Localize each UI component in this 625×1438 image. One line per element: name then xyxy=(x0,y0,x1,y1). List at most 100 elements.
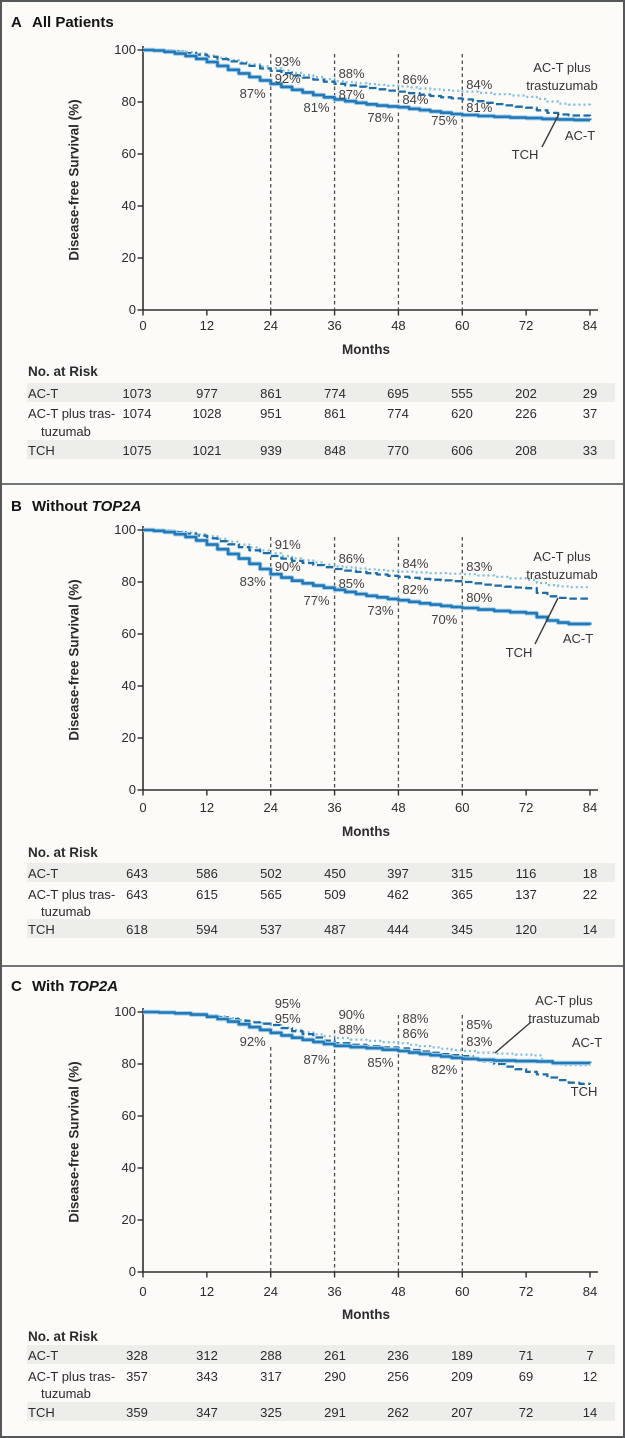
risk-value: 861 xyxy=(324,406,346,421)
legend-tch-label: TCH xyxy=(505,645,533,660)
y-tick-label: 20 xyxy=(121,730,136,745)
axis-lines xyxy=(142,1008,598,1273)
survival-annotation-36mo: 90% xyxy=(338,1007,365,1023)
risk-row-stripe xyxy=(27,1345,615,1364)
risk-value: 977 xyxy=(196,386,218,401)
risk-value: 345 xyxy=(451,922,473,937)
survival-annotation-36mo: 86% xyxy=(338,551,365,567)
risk-table-title: No. at Risk xyxy=(28,1329,98,1344)
survival-annotation-48mo: 88% xyxy=(402,1010,429,1026)
panel-title-gene: TOP2A xyxy=(91,498,142,515)
y-tick-label: 0 xyxy=(128,1264,136,1279)
panel-title-text: With xyxy=(32,978,65,995)
risk-value: 643 xyxy=(126,887,148,902)
y-tick-label: 80 xyxy=(121,574,136,589)
panel-letter: A xyxy=(11,14,22,31)
risk-value: 18 xyxy=(582,866,598,881)
survival-annotation-48mo: 86% xyxy=(402,1026,429,1042)
risk-value: 537 xyxy=(260,922,282,937)
risk-value: 1074 xyxy=(122,406,152,421)
risk-row-stripe xyxy=(27,383,615,402)
x-tick-label: 60 xyxy=(455,1284,470,1299)
survival-annotation-60mo: 70% xyxy=(431,611,458,627)
risk-value: 14 xyxy=(582,1405,598,1420)
panel-title-gene: TOP2A xyxy=(68,978,119,995)
legend-tch-label: TCH xyxy=(570,1084,598,1099)
risk-value: 1075 xyxy=(122,443,152,458)
survival-annotation-60mo: 85% xyxy=(466,1016,493,1032)
survival-annotation-36mo: 87% xyxy=(338,86,365,102)
risk-value: 695 xyxy=(387,386,409,401)
survival-annotation-36mo: 88% xyxy=(338,65,365,81)
survival-annotation-24mo: 83% xyxy=(239,573,266,589)
survival-annotation-24mo: 90% xyxy=(274,558,301,574)
risk-row-label: AC-T xyxy=(28,386,59,401)
y-tick-label: 100 xyxy=(114,522,136,537)
risk-value: 594 xyxy=(196,922,218,937)
survival-annotation-60mo: 83% xyxy=(466,558,493,574)
panel-divider xyxy=(2,965,623,967)
x-tick-label: 84 xyxy=(582,318,598,333)
x-tick-label: 24 xyxy=(263,318,278,333)
risk-value: 951 xyxy=(260,406,282,421)
survival-annotation-36mo: 87% xyxy=(303,1052,330,1068)
legend-act-label: AC-T xyxy=(571,1035,603,1050)
survival-annotation-60mo: 83% xyxy=(466,1034,493,1050)
legend-act-label: AC-T xyxy=(562,631,594,646)
risk-value: 226 xyxy=(515,406,537,421)
x-tick-label: 84 xyxy=(582,1284,598,1299)
x-tick-label: 0 xyxy=(139,1284,147,1299)
panel-letter: B xyxy=(11,498,22,515)
legend-tch-label: TCH xyxy=(511,147,539,162)
y-tick-label: 60 xyxy=(121,626,136,641)
risk-row-label: TCH xyxy=(28,922,55,937)
risk-row-label: AC-T plus tras- xyxy=(28,887,116,902)
risk-row-stripe xyxy=(27,440,615,459)
risk-value: 770 xyxy=(387,443,409,458)
x-axis-title: Months xyxy=(342,824,390,839)
x-tick-label: 72 xyxy=(518,318,534,333)
legend-trastuzumab-line2: trastuzumab xyxy=(528,1011,600,1026)
risk-table-title: No. at Risk xyxy=(28,364,98,379)
risk-value: 202 xyxy=(515,386,537,401)
panel-letter: C xyxy=(11,978,22,995)
risk-value: 317 xyxy=(260,1369,282,1384)
risk-value: 618 xyxy=(126,922,148,937)
y-axis-title: Disease-free Survival (%) xyxy=(66,579,82,741)
risk-value: 848 xyxy=(324,443,346,458)
risk-row-label: TCH xyxy=(28,1405,55,1420)
x-tick-label: 84 xyxy=(582,800,598,815)
risk-value: 606 xyxy=(451,443,473,458)
y-tick-label: 60 xyxy=(121,146,136,161)
survival-annotation-24mo: 95% xyxy=(274,995,301,1011)
risk-value: 236 xyxy=(387,1348,409,1363)
risk-value: 288 xyxy=(260,1348,282,1363)
risk-value: 120 xyxy=(515,922,537,937)
risk-value: 291 xyxy=(324,1405,346,1420)
survival-annotation-36mo: 77% xyxy=(303,593,330,609)
x-tick-label: 12 xyxy=(199,318,215,333)
y-axis-title: Disease-free Survival (%) xyxy=(66,99,82,261)
risk-value: 262 xyxy=(387,1405,409,1420)
x-tick-label: 60 xyxy=(455,800,470,815)
survival-annotation-36mo: 88% xyxy=(338,1021,365,1037)
panel-title-text: Without xyxy=(32,498,88,515)
legend-trastuzumab-line1: AC-T plus xyxy=(535,993,593,1008)
legend-trastuzumab-line2: trastuzumab xyxy=(526,567,598,582)
risk-value: 615 xyxy=(196,887,218,902)
y-tick-label: 40 xyxy=(121,678,136,693)
y-tick-label: 0 xyxy=(128,782,136,797)
curve-TCH xyxy=(143,48,592,117)
y-tick-label: 40 xyxy=(121,198,136,213)
legend-trastuzumab-line2: trastuzumab xyxy=(526,78,598,93)
risk-row-label: AC-T xyxy=(28,1348,59,1363)
risk-value: 861 xyxy=(260,386,282,401)
x-tick-label: 48 xyxy=(391,800,406,815)
risk-value: 509 xyxy=(324,887,346,902)
risk-row-label: AC-T xyxy=(28,866,59,881)
panel-title: B Without TOP2A xyxy=(11,498,141,515)
risk-value: 444 xyxy=(387,922,409,937)
survival-annotation-24mo: 95% xyxy=(274,1010,301,1026)
risk-value: 397 xyxy=(387,866,409,881)
risk-value: 71 xyxy=(518,1348,534,1363)
